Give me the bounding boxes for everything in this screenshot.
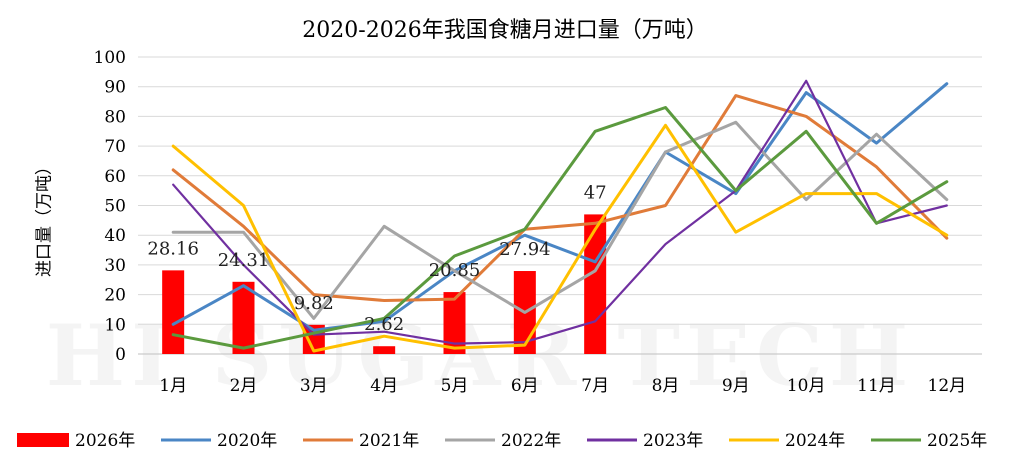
x-tick-label: 5月 — [441, 376, 469, 396]
bar-data-label: 27.94 — [499, 239, 551, 260]
x-tick-label: 8月 — [652, 376, 680, 396]
x-tick-label: 10月 — [787, 376, 826, 396]
bar-2026-5 — [443, 292, 466, 354]
x-tick-label: 9月 — [722, 376, 750, 396]
y-tick-label: 80 — [104, 107, 126, 127]
watermark-text: HI SUGAR TECH — [46, 306, 915, 405]
bar-data-label: 47 — [584, 182, 607, 203]
legend-label: 2021年 — [359, 431, 419, 451]
y-tick-label: 10 — [104, 315, 126, 335]
bar-2026-4 — [373, 346, 396, 354]
x-tick-labels: 1月 2月 3月 4月 5月 6月 7月 8月 9月 10月 11月 12月 — [159, 376, 966, 396]
legend-label: 2024年 — [785, 431, 845, 451]
y-tick-label: 100 — [94, 48, 126, 68]
line-series-2025 — [171, 106, 949, 350]
x-tick-label: 12月 — [928, 376, 967, 396]
chart-title: 2020-2026年我国食糖月进口量（万吨） — [302, 18, 708, 43]
line-series — [171, 79, 949, 353]
bar-data-label: 24.31 — [218, 250, 270, 271]
y-tick-label: 70 — [104, 137, 126, 157]
x-tick-label: 3月 — [300, 376, 328, 396]
line-series-2021 — [171, 94, 949, 302]
bar-data-label: 20.85 — [429, 260, 481, 281]
line-series-2022 — [171, 120, 949, 320]
legend-label: 2022年 — [501, 431, 561, 451]
watermark: HI SUGAR TECH — [46, 306, 915, 405]
y-tick-label: 30 — [104, 256, 126, 276]
x-tick-label: 7月 — [581, 376, 609, 396]
y-tick-label: 0 — [115, 345, 126, 365]
y-tick-label: 40 — [104, 226, 126, 246]
legend: 2026年 2020年 2021年 2022年 2023年 2024年 2025年 — [17, 431, 987, 451]
legend-label: 2023年 — [643, 431, 703, 451]
y-tick-label: 60 — [104, 167, 126, 187]
bar-data-label: 28.16 — [147, 238, 199, 259]
x-tick-label: 1月 — [159, 376, 187, 396]
bar-data-label: 2.62 — [364, 314, 404, 335]
legend-label: 2025年 — [927, 431, 987, 451]
bar-2026-7 — [584, 214, 607, 354]
bar-data-label: 9.82 — [294, 293, 334, 314]
bar-2026-1 — [162, 270, 185, 354]
bar-2026-2 — [232, 281, 255, 354]
y-tick-label: 20 — [104, 286, 126, 306]
bar-data-labels: 28.16 24.31 9.82 2.62 20.85 27.94 47 — [147, 182, 606, 335]
line-series-2023 — [172, 79, 948, 345]
y-tick-label: 90 — [104, 78, 126, 98]
y-tick-label: 50 — [104, 197, 126, 217]
x-tick-label: 11月 — [857, 376, 896, 396]
line-series-2024 — [171, 123, 949, 353]
legend-label: 2020年 — [217, 431, 277, 451]
y-tick-labels: 0 10 20 30 40 50 60 70 80 90 100 — [94, 48, 126, 365]
legend-swatch — [17, 433, 69, 447]
x-tick-label: 6月 — [511, 376, 539, 396]
x-tick-label: 4月 — [370, 376, 398, 396]
legend-label: 2026年 — [75, 431, 135, 451]
x-tick-label: 2月 — [230, 376, 258, 396]
